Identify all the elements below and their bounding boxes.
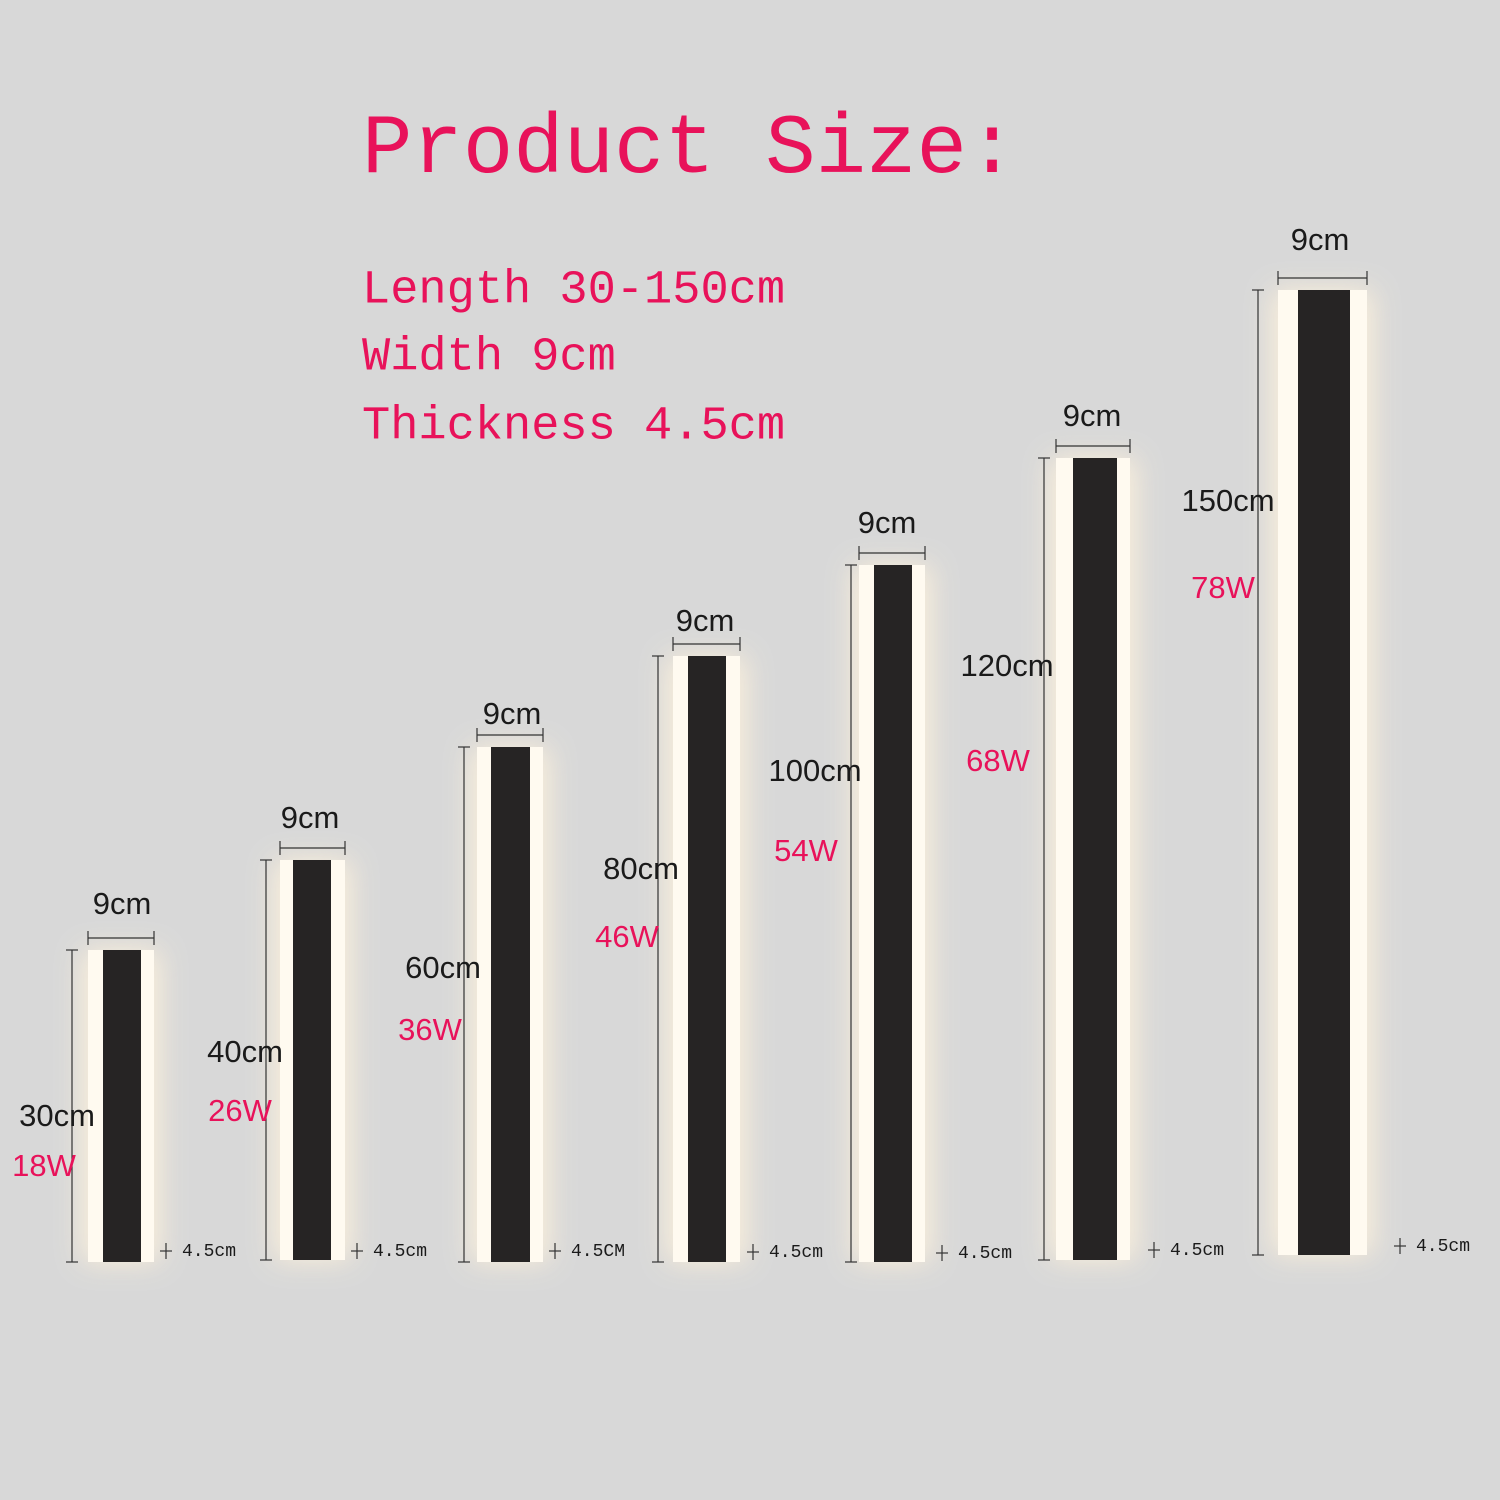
power-label: 26W [208,1093,272,1128]
title: Product Size: [362,103,1017,198]
thickness-label: 4.5cm [373,1242,427,1262]
lamp-body [874,565,912,1262]
power-label: 78W [1191,570,1255,605]
width-label: 9cm [1291,222,1350,257]
length-label: 100cm [768,753,861,788]
thickness-label: 4.5cm [1170,1241,1224,1261]
spec-line: Thickness 4.5cm [362,400,785,453]
power-label: 68W [966,743,1030,778]
thickness-label: 4.5cm [182,1242,236,1262]
width-label: 9cm [676,603,735,638]
width-label: 9cm [483,696,542,731]
width-label: 9cm [1063,398,1122,433]
length-label: 150cm [1181,483,1274,518]
thickness-label: 4.5cm [769,1243,823,1263]
width-label: 9cm [281,800,340,835]
length-label: 60cm [405,950,481,985]
thickness-label: 4.5CM [571,1242,625,1262]
length-label: 40cm [207,1034,283,1069]
length-label: 120cm [960,648,1053,683]
lamp-body [1073,458,1117,1260]
thickness-label: 4.5cm [1416,1237,1470,1257]
power-label: 54W [774,833,838,868]
power-label: 46W [595,919,659,954]
length-label: 30cm [19,1098,95,1133]
width-label: 9cm [93,886,152,921]
power-label: 18W [12,1148,76,1183]
spec-line: Width 9cm [362,331,616,384]
lamp-body [103,950,141,1262]
width-label: 9cm [858,505,917,540]
lamp-body [293,860,331,1260]
thickness-label: 4.5cm [958,1244,1012,1264]
spec-line: Length 30-150cm [362,264,785,317]
lamp-body [1298,290,1350,1255]
lamp-body [491,747,530,1262]
length-label: 80cm [603,851,679,886]
power-label: 36W [398,1012,462,1047]
lamp-body [688,656,726,1262]
